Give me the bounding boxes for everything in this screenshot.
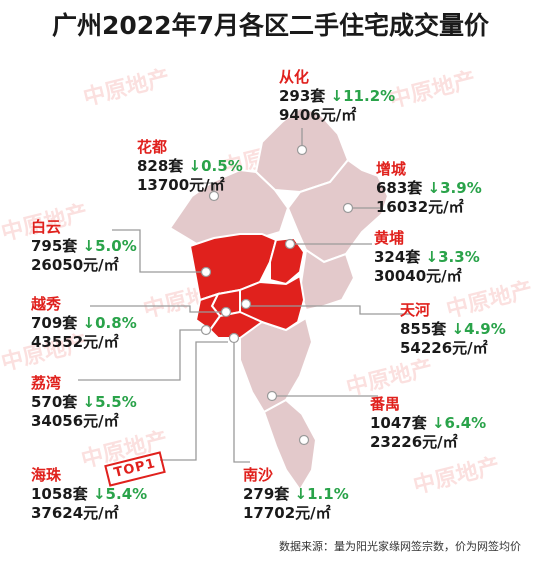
region-nansha: [262, 398, 318, 492]
marker-haizhu: [228, 332, 240, 344]
avg-price: 23226元/㎡: [370, 433, 458, 451]
change-rate: ↓0.8%: [82, 314, 137, 332]
change-rate: ↓6.4%: [431, 414, 487, 432]
avg-price: 54226元/㎡: [400, 339, 488, 357]
leader-line-huadu: [200, 182, 215, 192]
data-source-note: 数据来源：量为阳光家缘网签宗数，价为网签均价: [279, 540, 521, 553]
region-zengcheng: [286, 158, 390, 264]
deal-count: 795套: [31, 237, 78, 255]
label-huadu: 花都 828套 ↓0.5% 13700元/㎡: [137, 138, 243, 195]
marker-nansha: [298, 434, 310, 446]
district-name: 番禺: [370, 395, 401, 413]
district-name: 越秀: [31, 295, 62, 313]
district-name: 白云: [31, 218, 62, 236]
district-name: 从化: [279, 68, 310, 86]
region-huangpu: [269, 236, 306, 286]
district-name: 南沙: [243, 466, 274, 484]
leader-line-baiyun: [112, 229, 206, 273]
marker-zengcheng: [342, 202, 354, 214]
deal-count: 683套: [376, 179, 423, 197]
leader-line-liwan: [78, 329, 206, 381]
avg-price: 13700元/㎡: [137, 176, 225, 194]
district-name: 天河: [400, 301, 431, 319]
page-title: 广州2022年7月各区二手住宅成交量价: [52, 11, 489, 40]
district-name: 荔湾: [31, 374, 62, 392]
marker-huangpu: [284, 238, 296, 250]
label-liwan: 荔湾 570套 ↓5.5% 34056元/㎡: [31, 374, 137, 431]
avg-price: 30040元/㎡: [374, 267, 462, 285]
district-name: 黄埔: [374, 229, 405, 247]
marker-tianhe: [240, 298, 252, 310]
avg-price: 26050元/㎡: [31, 256, 119, 274]
marker-baiyun: [200, 266, 212, 278]
deal-count: 709套: [31, 314, 78, 332]
leader-line-tianhe: [246, 305, 410, 315]
deal-count: 570套: [31, 393, 78, 411]
marker-huadu: [208, 190, 220, 202]
district-name: 花都: [137, 138, 168, 156]
leader-line-haizhu: [160, 341, 228, 461]
avg-price: 34056元/㎡: [31, 412, 119, 430]
label-conghua: 从化 293套 ↓11.2% 9406元/㎡: [279, 68, 395, 125]
leader-line-nansha: [233, 338, 250, 463]
deal-count: 324套: [374, 248, 421, 266]
deal-count: 855套: [400, 320, 447, 338]
deal-count: 828套: [137, 157, 184, 175]
marker-liwan: [200, 324, 212, 336]
change-rate: ↓3.9%: [427, 179, 482, 197]
change-rate: ↓11.2%: [330, 87, 396, 105]
marker-conghua: [296, 144, 308, 156]
label-huangpu: 黄埔 324套 ↓3.3% 30040元/㎡: [374, 229, 480, 286]
deal-count: 1047套: [370, 414, 427, 432]
avg-price: 17702元/㎡: [243, 504, 331, 522]
marker-panyu: [266, 390, 278, 402]
deal-count: 1058套: [31, 485, 88, 503]
change-rate: ↓0.5%: [188, 157, 243, 175]
change-rate: ↓3.3%: [425, 248, 480, 266]
label-yuexiu: 越秀 709套 ↓0.8% 43552元/㎡: [31, 295, 137, 352]
label-haizhu: 海珠 1058套 ↓5.4% 37624元/㎡: [31, 466, 147, 523]
avg-price: 37624元/㎡: [31, 504, 119, 522]
marker-yuexiu: [220, 306, 232, 318]
change-rate: ↓4.9%: [451, 320, 506, 338]
label-zengcheng: 增城 683套 ↓3.9% 16032元/㎡: [376, 160, 482, 217]
label-baiyun: 白云 795套 ↓5.0% 26050元/㎡: [31, 218, 137, 275]
leader-line-yuexiu: [90, 305, 226, 313]
avg-price: 43552元/㎡: [31, 333, 119, 351]
change-rate: ↓5.4%: [92, 485, 148, 503]
district-name: 海珠: [31, 466, 62, 484]
label-panyu: 番禺 1047套 ↓6.4% 23226元/㎡: [370, 395, 486, 452]
label-nansha: 南沙 279套 ↓1.1% 17702元/㎡: [243, 466, 349, 523]
district-name: 增城: [376, 160, 407, 178]
region-haizhu: [208, 310, 264, 339]
change-rate: ↓1.1%: [294, 485, 349, 503]
label-tianhe: 天河 855套 ↓4.9% 54226元/㎡: [400, 301, 506, 358]
avg-price: 9406元/㎡: [279, 106, 357, 124]
change-rate: ↓5.0%: [82, 237, 137, 255]
avg-price: 16032元/㎡: [376, 198, 464, 216]
deal-count: 279套: [243, 485, 290, 503]
change-rate: ↓5.5%: [82, 393, 137, 411]
deal-count: 293套: [279, 87, 326, 105]
